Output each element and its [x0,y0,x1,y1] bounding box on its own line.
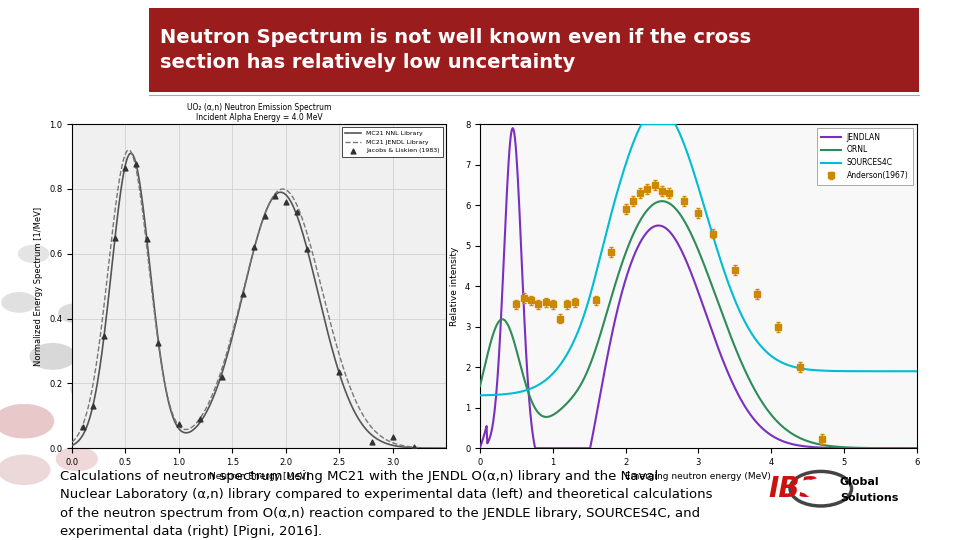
Circle shape [30,343,76,369]
MC21 JENDL Library [270,190,281,197]
MC21 NNL Library [66,442,78,449]
Jacobs & Liskien (1983) [214,373,229,381]
Circle shape [18,245,49,262]
Jacobs & Liskien (1983) [193,415,208,423]
Circle shape [804,479,838,498]
Jacobs & Liskien (1983) [118,164,133,173]
Text: IB3: IB3 [768,475,819,503]
SOURCES4C [552,365,564,372]
FancyBboxPatch shape [149,8,919,92]
JENDLAN [474,444,486,451]
Circle shape [59,304,91,322]
Y-axis label: Normalized Energy Spectrum [1/MeV]: Normalized Energy Spectrum [1/MeV] [35,207,43,366]
MC21 JENDL Library [245,259,256,265]
JENDLAN [530,445,541,451]
Jacobs & Liskien (1983) [85,402,101,410]
MC21 JENDL Library [123,147,134,153]
Jacobs & Liskien (1983) [235,289,251,298]
ORNL [474,383,486,389]
MC21 NNL Library [290,209,301,215]
Jacobs & Liskien (1983) [96,332,111,340]
Text: Calculations of neutron spectrum using MC21 with the JENDL O(α,n) library and th: Calculations of neutron spectrum using M… [60,470,712,538]
SOURCES4C [474,392,486,399]
Jacobs & Liskien (1983) [139,235,155,244]
Jacobs & Liskien (1983) [108,233,123,242]
ORNL [804,438,815,445]
Jacobs & Liskien (1983) [171,420,186,428]
JENDLAN [733,393,745,399]
Jacobs & Liskien (1983) [300,245,315,254]
ORNL [767,413,779,420]
X-axis label: Neutron Energy [MeV]: Neutron Energy [MeV] [209,472,309,482]
Line: ORNL: ORNL [480,201,917,448]
MC21 NNL Library [441,445,452,451]
Circle shape [57,448,97,470]
Circle shape [71,377,111,400]
ORNL [657,198,668,205]
ORNL [732,352,744,358]
MC21 JENDL Library [373,432,385,438]
Line: MC21 JENDL Library: MC21 JENDL Library [72,150,446,448]
ORNL [552,409,564,415]
MC21 NNL Library [373,437,385,444]
Legend: JENDLAN, ORNL, SOURCES4C, Anderson(1967): JENDLAN, ORNL, SOURCES4C, Anderson(1967) [817,128,913,185]
Text: Solutions: Solutions [840,493,899,503]
MC21 JENDL Library [66,439,78,446]
JENDLAN [588,426,599,433]
JENDLAN [553,445,564,451]
JENDLAN [911,445,923,451]
Circle shape [0,455,50,484]
MC21 NNL Library [432,445,444,451]
Jacobs & Liskien (1983) [257,212,273,220]
JENDLAN [804,444,816,450]
Jacobs & Liskien (1983) [407,443,422,451]
SOURCES4C [911,368,923,374]
Circle shape [0,404,54,438]
Jacobs & Liskien (1983) [332,368,348,377]
MC21 JENDL Library [290,199,301,206]
MC21 NNL Library [247,251,258,257]
Jacobs & Liskien (1983) [278,198,294,206]
Jacobs & Liskien (1983) [289,208,304,217]
Legend: MC21 NNL Library, MC21 JENDL Library, Jacobs & Liskien (1983): MC21 NNL Library, MC21 JENDL Library, Ja… [342,127,444,157]
Jacobs & Liskien (1983) [129,160,144,168]
SOURCES4C [587,284,598,291]
JENDLAN [507,125,518,131]
X-axis label: Emerging neutron energy (MeV): Emerging neutron energy (MeV) [626,472,771,482]
MC21 NNL Library [245,259,256,266]
JENDLAN [767,433,779,440]
MC21 NNL Library [125,150,136,157]
Jacobs & Liskien (1983) [385,433,400,442]
JENDLAN [673,242,684,249]
MC21 JENDL Library [441,445,452,451]
MC21 JENDL Library [247,250,258,256]
SOURCES4C [732,305,744,311]
ORNL [911,445,923,451]
Line: SOURCES4C: SOURCES4C [480,124,917,395]
Line: MC21 NNL Library: MC21 NNL Library [72,153,446,448]
SOURCES4C [636,121,648,127]
Text: Global: Global [840,477,879,487]
Jacobs & Liskien (1983) [75,423,90,431]
ORNL [673,209,684,215]
Jacobs & Liskien (1983) [268,192,283,200]
ORNL [587,355,598,362]
Jacobs & Liskien (1983) [150,339,165,348]
Jacobs & Liskien (1983) [364,438,379,447]
SOURCES4C [804,367,815,373]
MC21 JENDL Library [432,445,444,451]
Jacobs & Liskien (1983) [246,243,261,252]
Line: JENDLAN: JENDLAN [480,128,917,448]
Circle shape [2,293,36,312]
Text: Neutron Spectrum is not well known even if the cross
section has relatively low : Neutron Spectrum is not well known even … [160,28,752,72]
Title: UO₂ (α,n) Neutron Emission Spectrum
Incident Alpha Energy = 4.0 MeV: UO₂ (α,n) Neutron Emission Spectrum Inci… [187,103,331,122]
SOURCES4C [673,127,684,134]
SOURCES4C [767,354,779,360]
MC21 NNL Library [270,192,281,198]
Y-axis label: Relative intensity: Relative intensity [450,247,459,326]
